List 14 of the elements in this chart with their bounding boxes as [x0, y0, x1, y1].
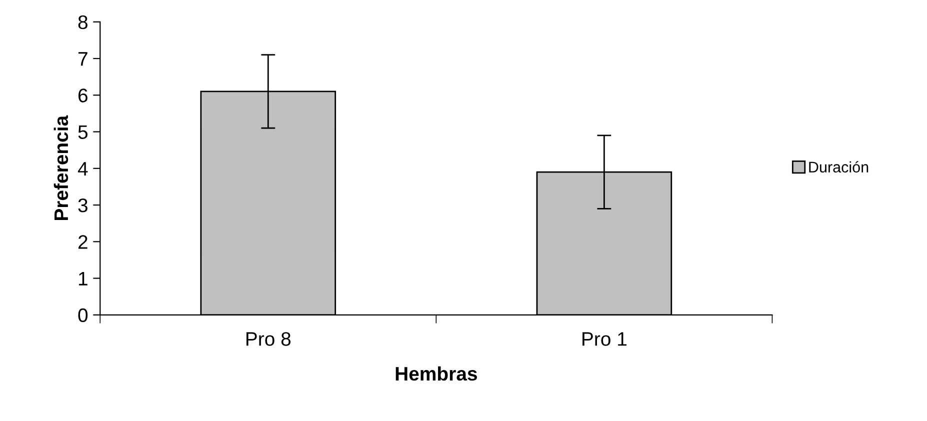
y-tick-label: 4: [78, 162, 88, 176]
y-tick-label: 1: [78, 272, 88, 286]
y-tick-label: 0: [78, 308, 88, 322]
y-tick-label: 3: [78, 198, 88, 212]
x-tick-label: Pro 1: [582, 332, 626, 346]
x-axis-title: Hembras: [396, 366, 477, 381]
x-tick-label: Pro 8: [246, 332, 291, 346]
y-tick-label: 8: [78, 15, 88, 30]
legend-label: Duración: [809, 161, 868, 173]
y-axis-title: Preferencia: [54, 115, 68, 220]
y-tick-label: 7: [78, 52, 88, 66]
y-tick-label: 5: [78, 125, 88, 140]
y-tick-label: 6: [78, 88, 88, 102]
y-tick-label: 2: [78, 235, 88, 249]
